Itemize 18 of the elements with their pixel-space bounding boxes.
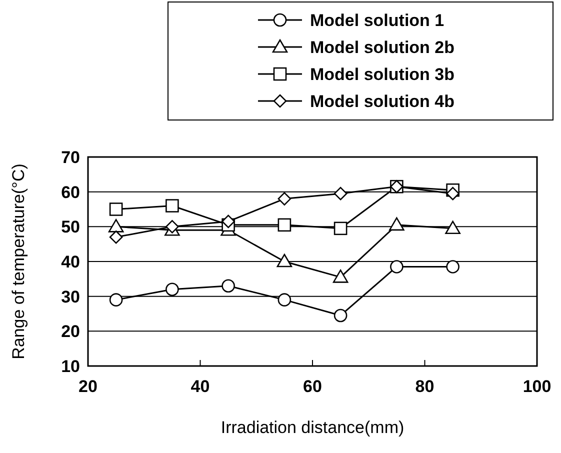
y-tick-label: 60 — [61, 182, 80, 202]
x-tick-label: 60 — [303, 377, 322, 396]
legend-label: Model solution 1 — [310, 11, 444, 30]
y-tick-label: 30 — [61, 287, 80, 306]
y-tick-label: 20 — [61, 322, 80, 342]
y-axis-title: Range of temperature(°C) — [9, 164, 28, 360]
legend-label: Model solution 4b — [310, 92, 454, 111]
x-tick-label: 40 — [190, 377, 210, 396]
x-tick-label: 20 — [78, 377, 98, 396]
x-tick-label: 100 — [522, 377, 552, 396]
y-tick-label: 70 — [61, 148, 80, 167]
x-tick-label: 80 — [415, 377, 434, 396]
x-axis-title: Irradiation distance(mm) — [220, 418, 404, 437]
y-tick-label: 10 — [61, 357, 80, 376]
y-tick-label: 50 — [61, 218, 80, 237]
y-tick-label: 40 — [61, 252, 80, 272]
legend-label: Model solution 3b — [310, 65, 454, 84]
legend-label: Model solution 2b — [310, 38, 454, 57]
